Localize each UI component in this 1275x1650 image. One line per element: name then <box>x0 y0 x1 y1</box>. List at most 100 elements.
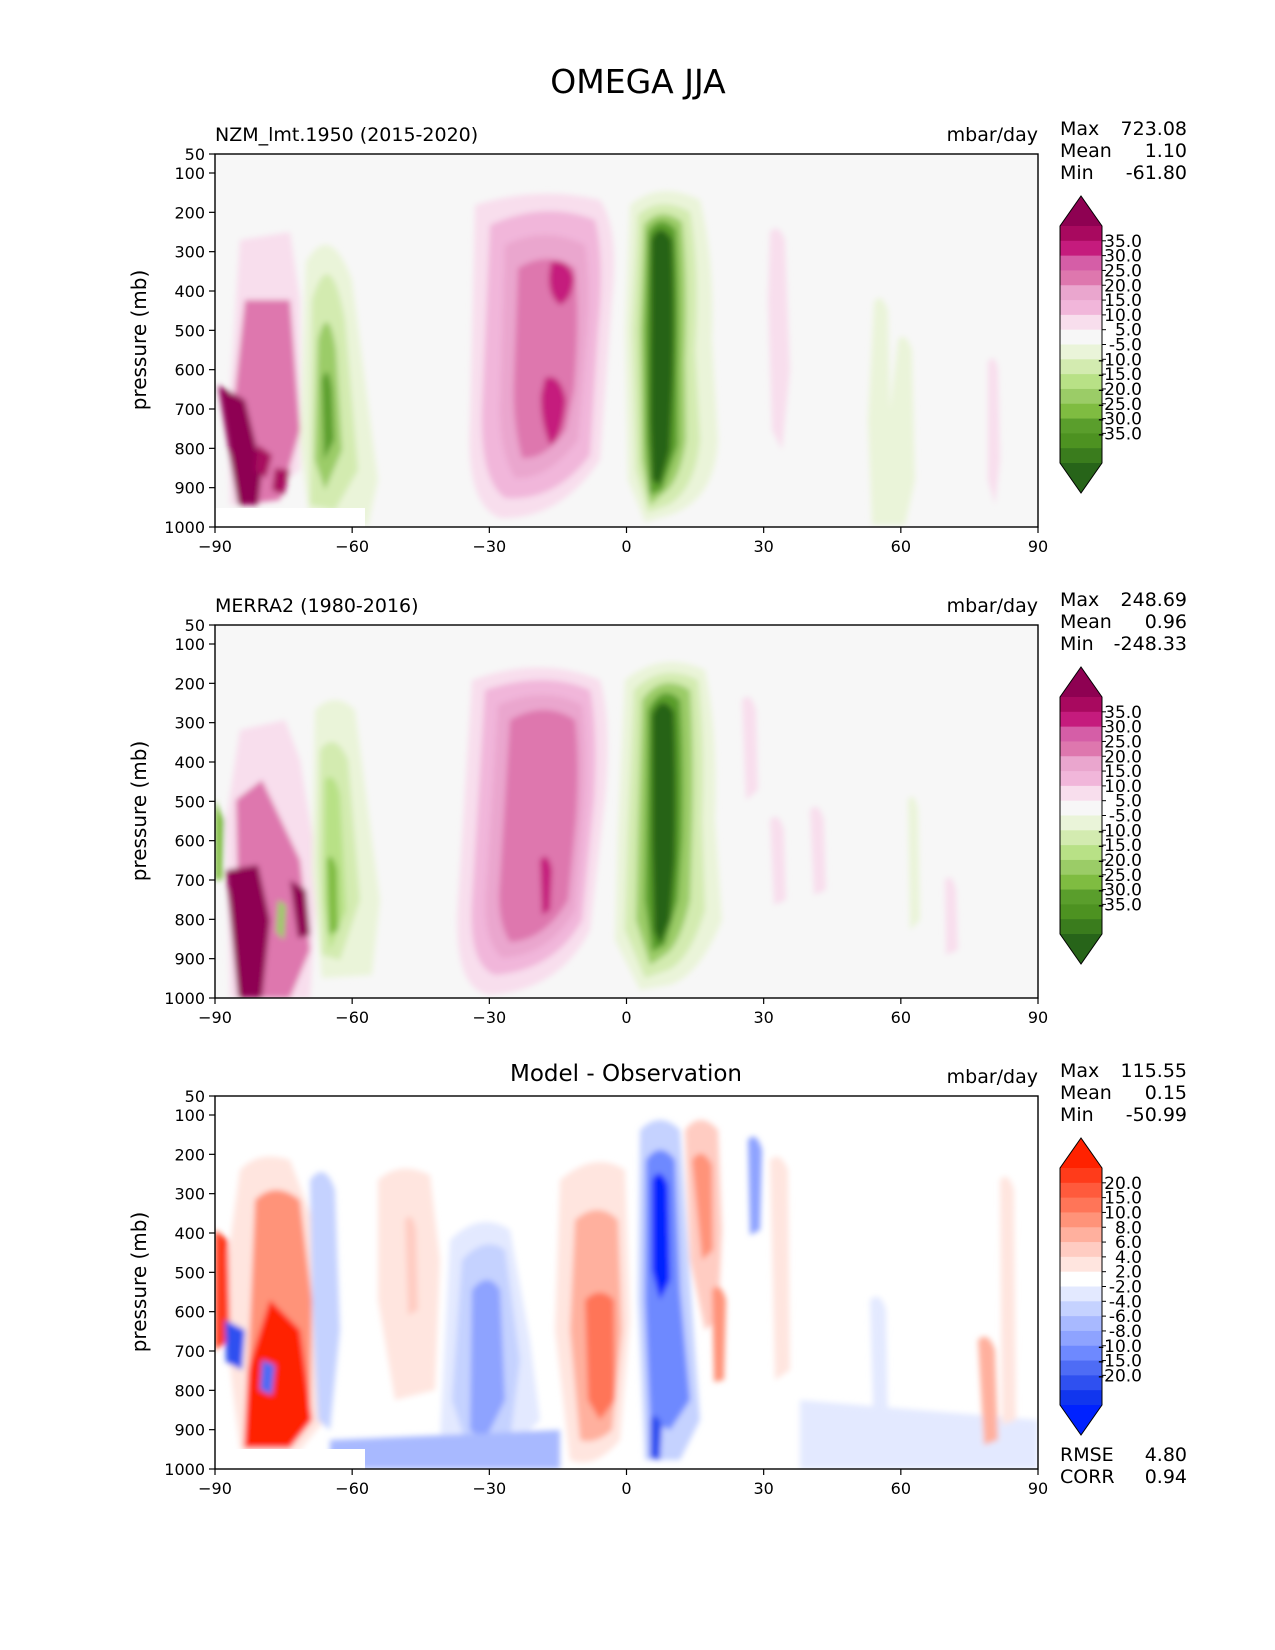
x-tick-label: 90 <box>1028 1479 1048 1498</box>
field-obs <box>215 662 958 998</box>
y-tick-label: 600 <box>174 832 205 851</box>
panel-title-diff: Model - Observation <box>510 1061 742 1087</box>
stat-mean-label: Mean <box>1060 611 1112 633</box>
colorbar-label: 15.0 <box>1104 762 1142 782</box>
contour-sh-pos-edge <box>215 1230 230 1350</box>
contour-neg-65 <box>310 1172 340 1430</box>
colorbar-segment <box>1060 1168 1102 1184</box>
contour-nh-neg-50 <box>870 1296 888 1440</box>
contour-sh-strong <box>218 385 262 505</box>
x-tick-label: 60 <box>891 1008 911 1027</box>
colorbar-label: -20.0 <box>1098 380 1142 400</box>
stat-max-value: 723.08 <box>1121 118 1187 140</box>
colorbar-segment <box>1060 314 1102 331</box>
colorbar-segment <box>1060 1256 1102 1273</box>
colorbar-segment <box>1060 800 1102 816</box>
stat-max-label: Max <box>1060 118 1099 140</box>
colorbar-label: -20.0 <box>1098 851 1142 871</box>
y-tick-label: 400 <box>174 282 205 301</box>
contour-bottom-neg <box>330 1430 560 1469</box>
colorbar-segment <box>1060 1212 1102 1228</box>
contour-sh-pos-strong <box>244 1300 312 1448</box>
colorbar-label: 5.0 <box>1115 792 1142 812</box>
y-tick-label: 50 <box>185 145 205 164</box>
stat-mean-value: 1.10 <box>1145 140 1187 162</box>
colorbar-segment <box>1060 785 1102 802</box>
contour-nh-pink-80 <box>945 877 958 955</box>
x-tick-label: 90 <box>1028 1008 1048 1027</box>
colorbar-obs: 35.030.025.020.015.010.05.0-5.0-10.0-15.… <box>1059 666 1142 965</box>
colorbar-segment <box>1060 359 1102 375</box>
colorbar-segment <box>1060 904 1102 920</box>
y-tick-label: 700 <box>174 400 205 419</box>
colorbar-segment <box>1060 1360 1102 1376</box>
contour-nh-pink-80 <box>988 358 1000 505</box>
masked-topography-diff <box>215 1449 365 1469</box>
y-tick-label: 400 <box>174 1224 205 1243</box>
stat-min-label: Min <box>1060 162 1094 184</box>
colorbar-segment <box>1060 1316 1102 1332</box>
x-tick-label: −30 <box>472 1008 506 1027</box>
y-tick-label: 400 <box>174 753 205 772</box>
colorbar-outline <box>1059 1137 1103 1436</box>
colorbar-extend-min <box>1060 1405 1102 1435</box>
colorbar-label: -5.0 <box>1109 807 1142 827</box>
colorbar-segment <box>1060 1227 1102 1243</box>
colorbar-segment <box>1060 830 1102 846</box>
y-tick-label: 100 <box>174 164 205 183</box>
colorbar-segment <box>1060 388 1102 405</box>
colorbar-label: 15.0 <box>1104 1189 1142 1209</box>
colorbar-segment <box>1060 741 1102 757</box>
colorbar-segment <box>1060 255 1102 271</box>
stat-max-label: Max <box>1060 589 1099 611</box>
metric-rmse-label: RMSE <box>1060 1444 1114 1466</box>
y-tick-label: 50 <box>185 1087 205 1106</box>
figure-title: OMEGA JJA <box>550 62 726 101</box>
colorbar-segment <box>1060 403 1102 420</box>
panel-model: NZM_lmt.1950 (2015-2020) mbar/day <box>127 118 1187 556</box>
contour-itcz-core <box>652 702 676 945</box>
x-tick-label: −60 <box>335 1008 369 1027</box>
y-tick-label: 800 <box>174 439 205 458</box>
x-tick-label: 90 <box>1028 537 1048 556</box>
colorbar-label: 30.0 <box>1104 247 1142 267</box>
y-tick-label: 50 <box>185 616 205 635</box>
stat-max-value: 115.55 <box>1121 1060 1187 1082</box>
x-tick-label: −30 <box>472 537 506 556</box>
contour-nh-pink-2 <box>770 816 786 905</box>
y-tick-label: 500 <box>174 1263 205 1282</box>
contour-sub-peak-upper <box>548 261 574 305</box>
y-axis-label-obs: pressure (mb) <box>127 741 151 882</box>
stats-model: Max 723.08 Mean 1.10 Min -61.80 <box>1060 118 1187 184</box>
colorbar-label: -15.0 <box>1098 836 1142 856</box>
y-tick-label: 1000 <box>164 1460 205 1479</box>
colorbar-segment <box>1060 874 1102 891</box>
colorbar-label: 10.0 <box>1104 777 1142 797</box>
y-tick-label: 700 <box>174 1342 205 1361</box>
colorbar-label: -5.0 <box>1109 336 1142 356</box>
colorbar-label: -30.0 <box>1098 410 1142 430</box>
x-tick-label: −60 <box>335 1479 369 1498</box>
contour-sh-neg-blue-2 <box>260 1360 275 1395</box>
y-tick-label: 500 <box>174 792 205 811</box>
stat-mean-label: Mean <box>1060 1082 1112 1104</box>
contour-sub-l4 <box>499 710 578 942</box>
colorbar-model: 35.030.025.020.015.010.05.0-5.0-10.0-15.… <box>1059 195 1142 494</box>
x-tick-label: 30 <box>753 1008 773 1027</box>
stat-max-label: Max <box>1060 1060 1099 1082</box>
x-tick-label: 0 <box>621 1008 631 1027</box>
contour-green-65-core <box>327 856 338 935</box>
panel-obs: MERRA2 (1980-2016) mbar/day <box>127 589 1187 1027</box>
colorbar-segment <box>1060 1286 1102 1302</box>
colorbar-extend-min <box>1060 934 1102 964</box>
colorbar-label: 2.0 <box>1115 1263 1142 1283</box>
contour-pos-30 <box>770 1156 790 1380</box>
colorbar-segment <box>1060 815 1102 831</box>
stat-min-label: Min <box>1060 633 1094 655</box>
field-diff <box>215 1120 1038 1469</box>
y-tick-label: 200 <box>174 674 205 693</box>
x-tick-label: −30 <box>472 1479 506 1498</box>
x-tick-label: 30 <box>753 537 773 556</box>
